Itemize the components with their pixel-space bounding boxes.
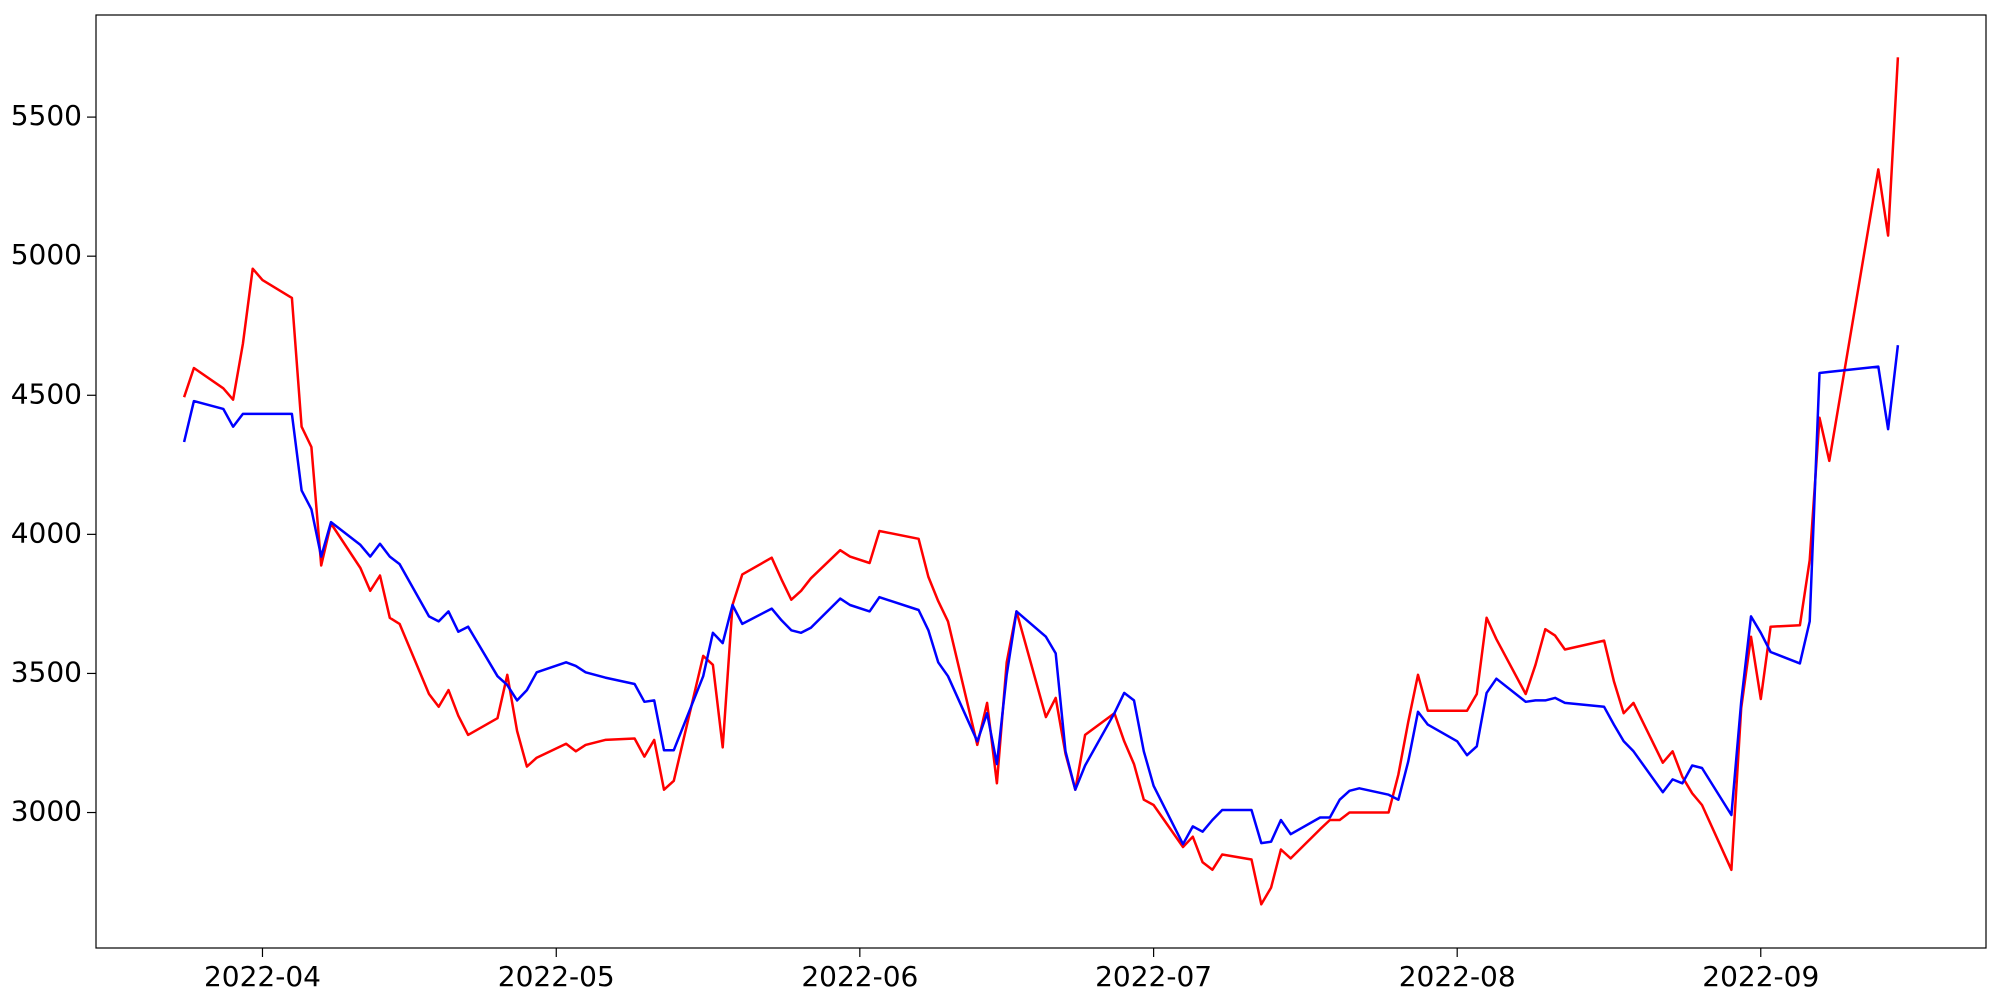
- x-tick-label: 2022-06: [801, 960, 918, 993]
- y-tick-label: 5500: [11, 99, 82, 132]
- data-line: [182, 345, 1900, 846]
- y-tick-label: 3000: [11, 795, 82, 828]
- x-tick-label: 2022-04: [204, 960, 321, 993]
- x-tick-label: 2022-08: [1399, 960, 1516, 993]
- y-tick-label: 5000: [11, 238, 82, 271]
- x-tick-label: 2022-07: [1095, 960, 1212, 993]
- y-tick-label: 4500: [11, 377, 82, 410]
- y-tick-label: 4000: [11, 516, 82, 549]
- y-tick-label: 3500: [11, 655, 82, 688]
- data-line: [182, 57, 1900, 906]
- x-tick-label: 2022-09: [1702, 960, 1819, 993]
- x-tick-label: 2022-05: [498, 960, 615, 993]
- plot-frame: [95, 14, 1987, 949]
